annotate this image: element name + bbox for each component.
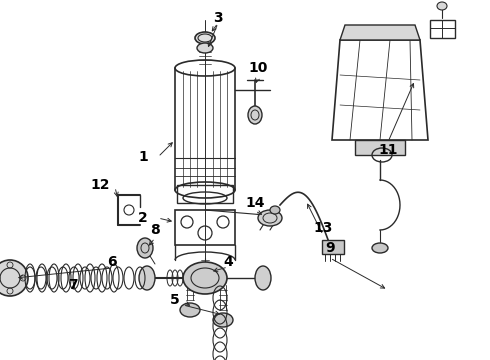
Ellipse shape bbox=[372, 243, 388, 253]
Ellipse shape bbox=[139, 266, 155, 290]
Text: 8: 8 bbox=[150, 223, 160, 237]
Text: 2: 2 bbox=[138, 211, 148, 225]
Ellipse shape bbox=[0, 260, 28, 296]
Bar bbox=[175, 210, 235, 245]
Ellipse shape bbox=[437, 2, 447, 10]
Ellipse shape bbox=[197, 43, 213, 53]
Text: 14: 14 bbox=[245, 196, 265, 210]
Text: 6: 6 bbox=[107, 255, 117, 269]
Ellipse shape bbox=[258, 210, 282, 226]
Text: 10: 10 bbox=[248, 61, 268, 75]
Polygon shape bbox=[340, 25, 420, 40]
Bar bbox=[430, 20, 455, 38]
Ellipse shape bbox=[137, 238, 153, 258]
Ellipse shape bbox=[213, 313, 233, 327]
Text: 5: 5 bbox=[170, 293, 180, 307]
Ellipse shape bbox=[270, 206, 280, 214]
Ellipse shape bbox=[183, 262, 227, 294]
Text: 12: 12 bbox=[90, 178, 110, 192]
Bar bbox=[322, 240, 344, 254]
Ellipse shape bbox=[255, 266, 271, 290]
Ellipse shape bbox=[248, 106, 262, 124]
Text: 1: 1 bbox=[138, 150, 148, 164]
Text: 7: 7 bbox=[68, 278, 78, 292]
Text: 3: 3 bbox=[213, 11, 223, 25]
Text: 11: 11 bbox=[378, 143, 398, 157]
Bar bbox=[355, 140, 405, 155]
Ellipse shape bbox=[180, 303, 200, 317]
Bar bbox=[177, 185, 233, 203]
Text: 4: 4 bbox=[223, 255, 233, 269]
Ellipse shape bbox=[195, 32, 215, 44]
Text: 13: 13 bbox=[313, 221, 333, 235]
Text: 9: 9 bbox=[325, 241, 335, 255]
